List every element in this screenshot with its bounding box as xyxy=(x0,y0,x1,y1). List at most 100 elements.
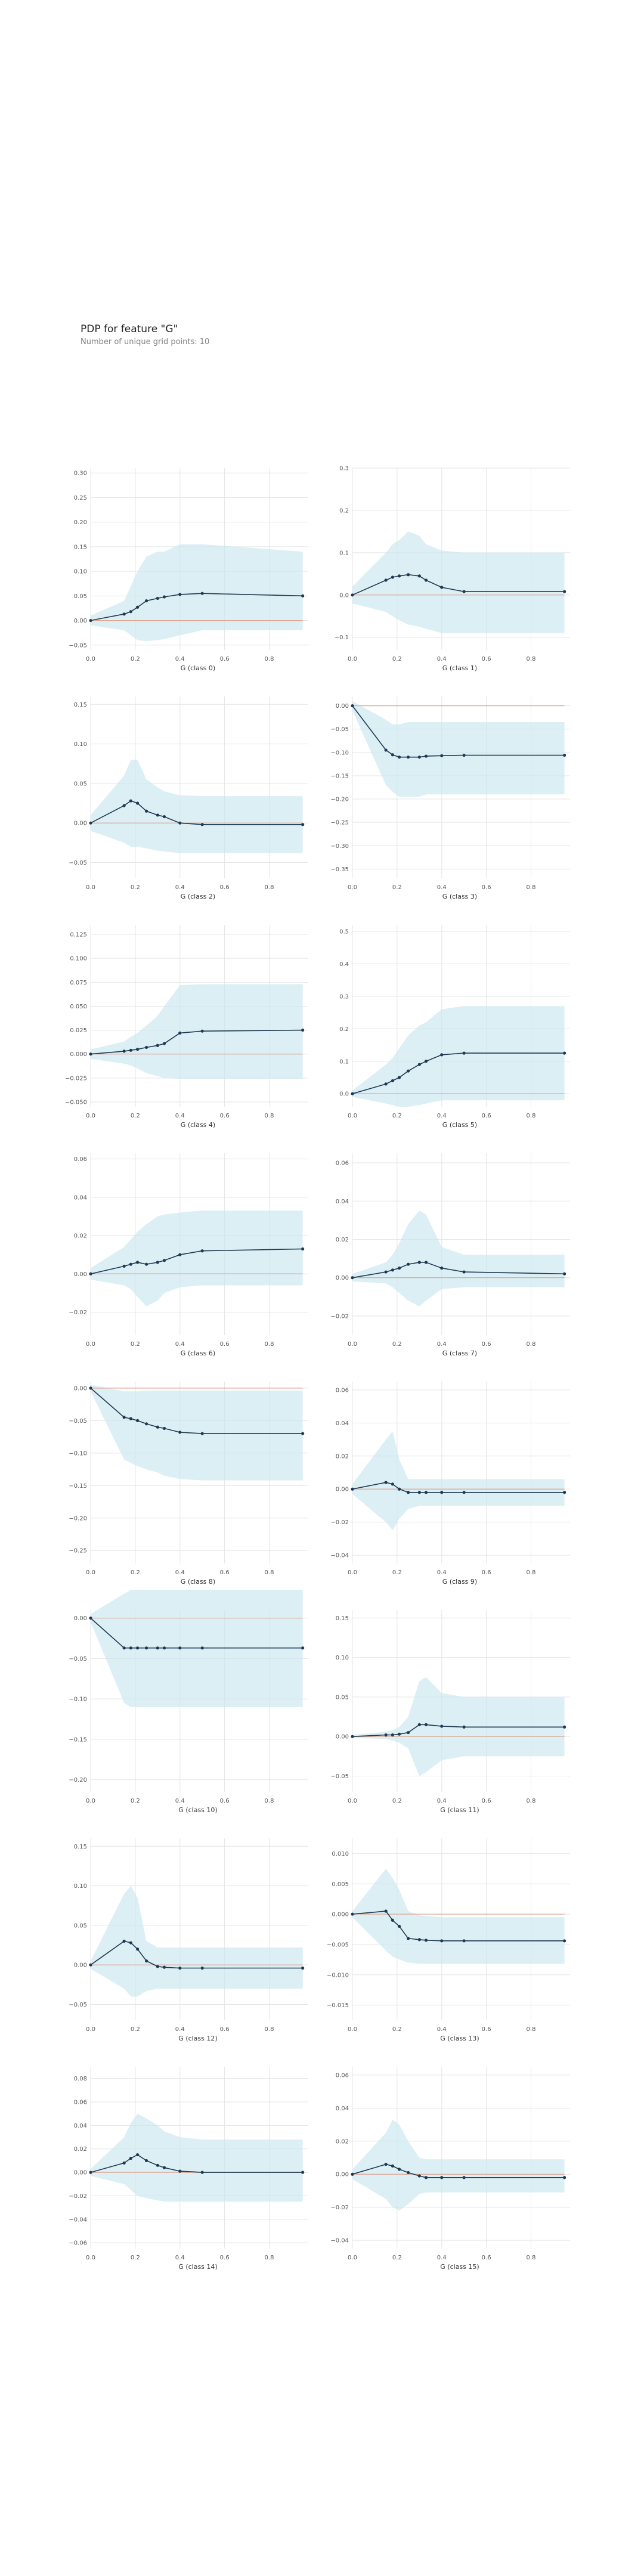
x-tick-label: 0.0 xyxy=(348,2255,357,2261)
x-tick-label: 0.6 xyxy=(482,1798,491,1804)
pdp-point xyxy=(136,605,140,609)
y-tick-label: 0.08 xyxy=(74,2076,87,2082)
pdp-point xyxy=(156,1965,159,1968)
pdp-line xyxy=(90,1388,303,1434)
x-tick-label: 0.8 xyxy=(527,1569,536,1576)
y-tick-label: −0.050 xyxy=(65,1099,87,1106)
pdp-point xyxy=(144,2159,148,2163)
pdp-point xyxy=(144,1646,148,1650)
pdp-point xyxy=(89,1052,92,1056)
x-tick-label: 0.6 xyxy=(220,656,230,662)
pdp-point xyxy=(398,2168,401,2171)
y-tick-label: 0.05 xyxy=(74,593,87,600)
pdp-point xyxy=(406,1937,410,1940)
y-tick-label: −0.15 xyxy=(69,1483,87,1490)
pdp-point xyxy=(391,753,394,757)
pdp-point xyxy=(136,1261,140,1264)
pdp-subplot-class-15: −0.04 −0.02 0.00 0.02 0.04 0.06 0.0 0.2 0.4 0.6 0.… xyxy=(330,2067,570,2271)
pdp-point xyxy=(162,1426,166,1431)
pdp-point xyxy=(162,2166,166,2169)
x-tick-label: 0.2 xyxy=(392,1569,402,1576)
pdp-point xyxy=(398,756,401,759)
pdp-point xyxy=(200,592,204,595)
x-axis-label: G (class 1) xyxy=(442,664,477,672)
y-tick-label: −0.04 xyxy=(330,1553,349,1559)
y-tick-label: 0.06 xyxy=(336,1387,349,1394)
pdp-point xyxy=(391,1482,394,1486)
pdp-subplot-class-7: −0.02 0.00 0.02 0.04 0.06 0.0 0.2 0.4 0.6 0.8 G (c… xyxy=(330,1153,570,1357)
pdp-point xyxy=(178,593,182,596)
pdp-point xyxy=(144,1959,148,1963)
confidence-band xyxy=(352,1006,565,1107)
y-tick-label: 0.100 xyxy=(70,956,87,962)
x-tick-label: 0.6 xyxy=(220,2255,230,2261)
pdp-point xyxy=(89,821,92,825)
pdp-point xyxy=(424,1723,428,1726)
pdp-point xyxy=(424,1261,428,1264)
pdp-line xyxy=(90,1029,303,1055)
pdp-point xyxy=(462,1491,466,1494)
confidence-band xyxy=(352,701,565,797)
y-tick-label: 0.050 xyxy=(70,1004,87,1010)
y-tick-label: −0.25 xyxy=(69,1548,87,1555)
pdp-point xyxy=(156,1044,159,1047)
pdp-line xyxy=(90,2154,303,2173)
pdp-point xyxy=(406,756,410,759)
x-tick-label: 0.4 xyxy=(175,1569,185,1576)
pdp-point xyxy=(462,1270,466,1274)
pdp-point xyxy=(351,1487,354,1491)
pdp-point xyxy=(417,1938,421,1942)
x-tick-label: 0.8 xyxy=(265,884,274,891)
x-tick-label: 0.4 xyxy=(175,1798,185,1804)
x-axis-label: G (class 4) xyxy=(181,1121,215,1129)
y-tick-label: 0.00 xyxy=(74,1271,87,1278)
x-tick-label: 0.4 xyxy=(437,1569,447,1576)
pdp-line xyxy=(90,1618,303,1649)
x-tick-label: 0.8 xyxy=(265,2255,274,2261)
y-tick-label: −0.06 xyxy=(69,2240,87,2247)
y-tick-label: −0.1 xyxy=(335,634,349,641)
pdp-point xyxy=(398,1267,401,1270)
pdp-subplot-class-1: −0.1 0.0 0.1 0.2 0.3 0.0 0.2 0.4 0.6 0.8 G (class … xyxy=(335,466,570,672)
pdp-point xyxy=(417,1723,421,1726)
pdp-point xyxy=(563,1491,566,1494)
x-tick-label: 0.0 xyxy=(86,656,95,662)
y-tick-label: −0.30 xyxy=(330,843,349,850)
pdp-subplot-class-0: −0.05 0.00 0.05 0.10 0.15 0.20 0.25 0.30 0.0 0.2 0… xyxy=(69,468,308,672)
x-axis-label: G (class 6) xyxy=(181,1349,215,1357)
x-tick-label: 0.0 xyxy=(348,1569,357,1576)
pdp-point xyxy=(178,1031,182,1035)
y-tick-label: 0.04 xyxy=(336,1199,349,1205)
y-tick-label: 0.15 xyxy=(74,544,87,550)
y-tick-label: −0.20 xyxy=(69,1515,87,1522)
y-tick-label: 0.02 xyxy=(336,1237,349,1243)
pdp-point xyxy=(122,1939,126,1943)
x-tick-label: 0.8 xyxy=(527,884,536,891)
pdp-point xyxy=(301,594,305,597)
x-tick-label: 0.0 xyxy=(86,1113,95,1119)
y-tick-label: 0.02 xyxy=(336,1453,349,1460)
x-tick-label: 0.0 xyxy=(348,884,357,891)
y-tick-label: −0.02 xyxy=(69,2193,87,2200)
x-tick-label: 0.0 xyxy=(86,2026,95,2033)
pdp-point xyxy=(89,1386,92,1390)
x-tick-label: 0.6 xyxy=(220,1569,230,1576)
x-tick-label: 0.4 xyxy=(437,2026,447,2033)
x-tick-label: 0.6 xyxy=(482,656,491,662)
x-tick-label: 0.8 xyxy=(527,1113,536,1119)
x-tick-label: 0.8 xyxy=(265,656,274,662)
pdp-point xyxy=(144,1262,148,1266)
x-axis-label: G (class 13) xyxy=(440,2035,479,2042)
x-tick-label: 0.4 xyxy=(175,1113,185,1119)
pdp-point xyxy=(178,1646,182,1650)
pdp-point xyxy=(384,1481,388,1484)
pdp-point xyxy=(462,590,466,593)
x-tick-label: 0.6 xyxy=(220,1798,230,1804)
y-tick-label: −0.05 xyxy=(69,1656,87,1662)
x-tick-label: 0.0 xyxy=(86,1341,95,1348)
pdp-subplot-class-8: −0.25 −0.20 −0.15 −0.10 −0.05 0.00 0.0 0.2 0.4 0.… xyxy=(69,1382,308,1586)
y-tick-label: 0.05 xyxy=(336,1694,349,1701)
pdp-point xyxy=(384,2162,388,2166)
y-tick-label: 0.2 xyxy=(339,1026,349,1033)
pdp-line xyxy=(352,705,565,758)
